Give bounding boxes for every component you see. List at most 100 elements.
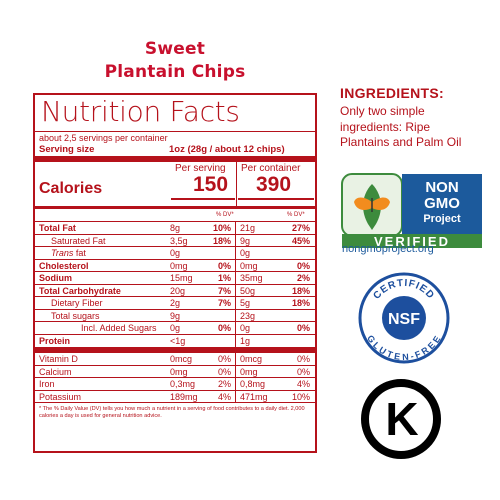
nutrient-name: Cholesterol: [39, 260, 89, 271]
vitamin-row: Iron 0,3mg 2% 0,8mg 4%: [35, 378, 315, 391]
amount-container: 1g: [240, 335, 251, 346]
vitamin-row: Potassium 189mg 4% 471mg 10%: [35, 390, 315, 403]
nutrient-table: Total Fat 8g 10% 21g 27% Saturated Fat 3…: [35, 222, 315, 348]
nutrient-row: Cholesterol 0mg 0% 0mg 0%: [35, 259, 315, 272]
dv-container: 0%: [296, 260, 310, 271]
amount-container: 0mcg: [240, 354, 263, 364]
amount-container: 0mg: [240, 366, 258, 377]
nutrient-row: Sodium 15mg 1% 35mg 2%: [35, 272, 315, 285]
column-separator: [235, 334, 236, 348]
nutrient-name-italic: Trans: [51, 248, 74, 258]
product-title-line2: Plantain Chips: [104, 62, 246, 82]
divider: [35, 131, 315, 132]
column-separator: [235, 378, 236, 391]
dv-container: 0%: [296, 366, 310, 377]
nutrient-name: Incl. Added Sugars: [81, 323, 157, 333]
logo-blue-block: [402, 174, 482, 236]
column-separator: [235, 247, 236, 260]
dv-serving: 7%: [217, 298, 231, 308]
nutrient-row: Total sugars 9g 23g: [35, 309, 315, 322]
nongmo-verified-text: VERIFIED: [374, 234, 450, 249]
dv-serving: 18%: [212, 235, 231, 246]
nutrient-name: Dietary Fiber: [51, 298, 103, 308]
nutrition-facts-panel: Nutrition Facts about 2,5 servings per c…: [33, 93, 317, 453]
vitamin-name: Iron: [39, 379, 55, 389]
column-separator: [235, 222, 236, 235]
kosher-ring: [361, 379, 441, 459]
nutrient-row: Total Fat 8g 10% 21g 27%: [35, 222, 315, 235]
dv-serving: 0%: [217, 260, 231, 271]
dv-container: 4%: [296, 379, 310, 389]
amount-serving: 2g: [170, 298, 181, 308]
amount-serving: 0mg: [170, 366, 188, 377]
verified-banner: [342, 234, 482, 248]
dv-serving: 0%: [217, 354, 231, 364]
dv-header: % DV*: [216, 212, 234, 218]
amount-container: 471mg: [240, 391, 268, 402]
divider: [35, 221, 315, 222]
dv-container: 0%: [296, 323, 310, 333]
nutrition-facts-heading: Nutrition Facts: [41, 95, 240, 128]
nongmo-line1: NON: [425, 179, 458, 196]
serving-size-row: Serving size 1oz (28g / about 12 chips): [35, 144, 315, 156]
amount-container: 50g: [240, 285, 256, 296]
servings-per-container: about 2,5 servings per container: [39, 133, 168, 143]
column-separator: [235, 353, 236, 366]
kosher-k-logo: K: [361, 379, 441, 459]
dv-header-row: % DV* % DV*: [35, 209, 315, 221]
amount-serving: 8g: [170, 223, 181, 233]
amount-serving: 9g: [170, 310, 181, 321]
nutrient-row: Incl. Added Sugars 0g 0% 0g 0%: [35, 322, 315, 335]
dv-serving: 10%: [212, 223, 231, 233]
amount-container: 0g: [240, 323, 251, 333]
nutrient-row: Protein <1g 1g: [35, 334, 315, 348]
divider-medium: [35, 206, 315, 209]
amount-container: 9g: [240, 235, 251, 246]
per-serving-header: Per serving: [175, 163, 226, 174]
vitamin-name: Calcium: [39, 366, 72, 377]
amount-serving: 20g: [170, 285, 186, 296]
nutrient-name-rest: fat: [73, 248, 86, 258]
nutrient-name: Total Fat: [39, 223, 76, 233]
nongmo-line2: GMO: [424, 195, 460, 212]
amount-serving: 0mg: [170, 260, 188, 271]
column-separator: [235, 234, 236, 247]
non-gmo-verified-logo: NON GMO Project VERIFIED: [341, 173, 482, 249]
serving-size-value: 1oz (28g / about 12 chips): [169, 144, 285, 155]
ingredients-heading: INGREDIENTS:: [340, 85, 444, 101]
dv-container: 45%: [291, 235, 310, 246]
dv-serving: 1%: [217, 273, 231, 283]
nsf-inner-circle: [382, 296, 426, 340]
amount-container: 21g: [240, 223, 256, 233]
dv-container: 18%: [291, 298, 310, 308]
vitamin-row: Vitamin D 0mcg 0% 0mcg 0%: [35, 353, 315, 366]
column-separator: [235, 259, 236, 272]
per-container-header: Per container: [241, 163, 301, 174]
divider-thick: [35, 156, 315, 162]
underline: [238, 198, 314, 200]
vitamin-row: Calcium 0mg 0% 0mg 0%: [35, 365, 315, 378]
nsf-gluten-free-logo: CERTIFIED GLUTEN-FREE NSF: [358, 272, 450, 364]
column-separator: [235, 297, 236, 310]
amount-serving: 189mg: [170, 391, 198, 402]
amount-serving: <1g: [170, 335, 186, 346]
amount-container: 23g: [240, 310, 256, 321]
column-separator: [235, 365, 236, 378]
divider-thick: [35, 347, 315, 353]
column-separator: [235, 309, 236, 322]
nutrient-name: Saturated Fat: [51, 235, 106, 246]
nutrient-row: Total Carbohydrate 20g 7% 50g 18%: [35, 284, 315, 297]
nutrient-row: Trans fat 0g 0g: [35, 247, 315, 260]
vitamin-name: Potassium: [39, 391, 82, 402]
amount-serving: 3,5g: [170, 235, 188, 246]
serving-size-label: Serving size: [39, 144, 95, 155]
dv-header: % DV*: [287, 212, 305, 218]
column-separator: [236, 162, 237, 206]
dv-serving: 0%: [217, 366, 231, 377]
amount-serving: 0g: [170, 248, 181, 258]
calories-label: Calories: [39, 180, 103, 197]
amount-serving: 0,3mg: [170, 379, 196, 389]
column-separator: [235, 272, 236, 285]
nutrient-row: Dietary Fiber 2g 7% 5g 18%: [35, 297, 315, 310]
dv-footnote: * The % Daily Value (DV) tells you how m…: [39, 406, 305, 419]
